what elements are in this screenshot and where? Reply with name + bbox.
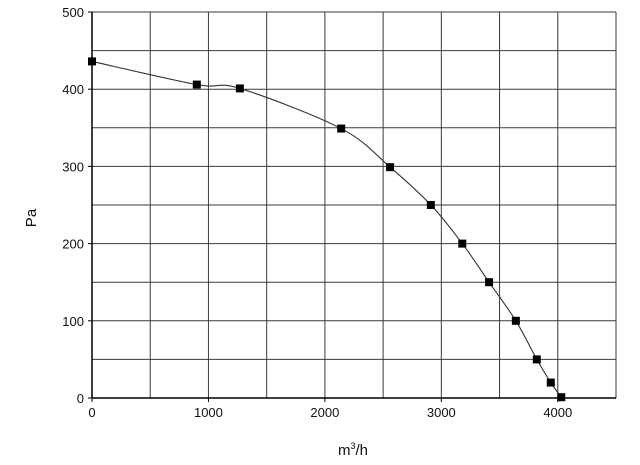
y-axis-title: Pa	[23, 208, 40, 227]
x-tick-label: 0	[88, 405, 95, 420]
data-point-marker	[192, 80, 201, 89]
x-tick-label: 4000	[543, 405, 572, 420]
data-point-marker	[458, 239, 467, 248]
data-point-marker	[546, 378, 555, 387]
data-point-marker	[511, 316, 520, 325]
grid	[92, 11, 617, 398]
x-tick-label: 1000	[194, 405, 223, 420]
x-tick-label: 2000	[310, 405, 339, 420]
data-point-marker	[485, 278, 494, 287]
y-tick-label: 500	[62, 5, 84, 20]
data-point-marker	[557, 393, 566, 402]
y-tick-label: 300	[62, 159, 84, 174]
data-point-marker	[386, 163, 395, 172]
series-markers	[88, 57, 566, 402]
data-point-marker	[88, 57, 96, 66]
y-tick-label: 400	[62, 82, 84, 97]
data-point-marker	[426, 201, 435, 209]
x-tick-label: 3000	[427, 405, 456, 420]
y-tick-label: 200	[62, 237, 84, 252]
data-point-marker	[532, 355, 541, 364]
series-line	[91, 60, 562, 398]
x-axis-title: m3/h	[338, 441, 368, 459]
data-point-marker	[235, 84, 244, 93]
data-point-marker	[337, 124, 346, 133]
ticks: 0 1000 2000 3000 4000 0 100 200 300 400 500	[62, 5, 572, 420]
y-tick-label: 100	[62, 314, 84, 329]
y-tick-label: 0	[77, 391, 84, 406]
